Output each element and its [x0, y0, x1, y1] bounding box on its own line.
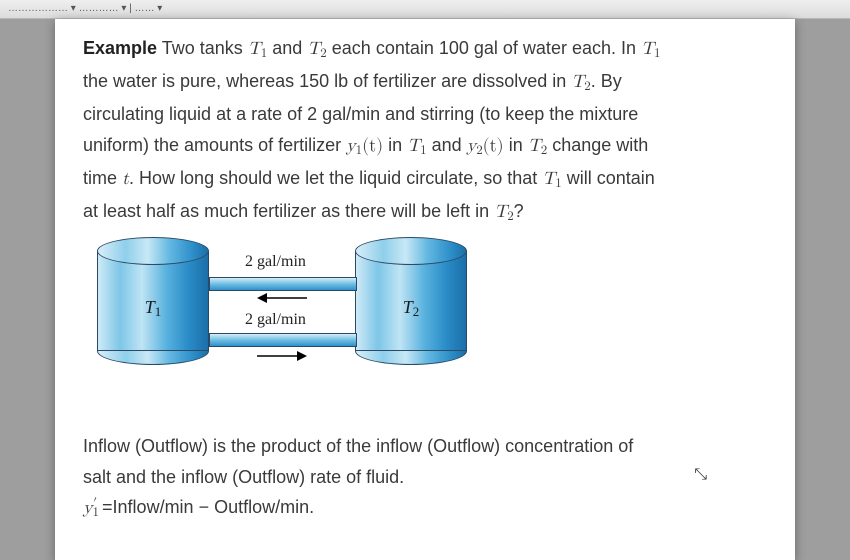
explanation-paragraph: Inflow (Outflow) is the product of the i…: [83, 431, 767, 524]
document-viewport: Example Two tanks T1 and T2 each contain…: [0, 19, 850, 560]
pipe-top: [209, 277, 357, 291]
toolbar-text: ……………… ▾ ………… ▾ | …… ▾: [8, 3, 162, 14]
var-t1: T1: [248, 40, 267, 58]
tank-1-label: T1: [97, 297, 209, 320]
arrow-left-icon: [257, 291, 307, 305]
tanks-diagram: T1 T2 2 gal/min 2 gal/min: [97, 237, 497, 397]
flow-rate-top: 2 gal/min: [245, 253, 306, 271]
mouse-cursor-icon: ⤡: [694, 461, 707, 488]
var-t2: T2: [307, 40, 326, 58]
var-y1: y1: [346, 137, 362, 155]
example-label: Example: [83, 38, 157, 58]
document-page: Example Two tanks T1 and T2 each contain…: [55, 19, 795, 560]
var-y2: y2: [467, 137, 483, 155]
tank-2-label: T2: [355, 297, 467, 320]
var-t: t: [122, 170, 129, 188]
tank-1: T1: [97, 237, 209, 365]
tank-2: T2: [355, 237, 467, 365]
example-paragraph: Example Two tanks T1 and T2 each contain…: [83, 33, 767, 229]
arrow-right-icon: [257, 349, 307, 363]
pipe-bottom: [209, 333, 357, 347]
app-toolbar[interactable]: ……………… ▾ ………… ▾ | …… ▾: [0, 0, 850, 19]
equation-y1-prime: y1′: [83, 499, 97, 517]
flow-rate-bottom: 2 gal/min: [245, 311, 306, 329]
